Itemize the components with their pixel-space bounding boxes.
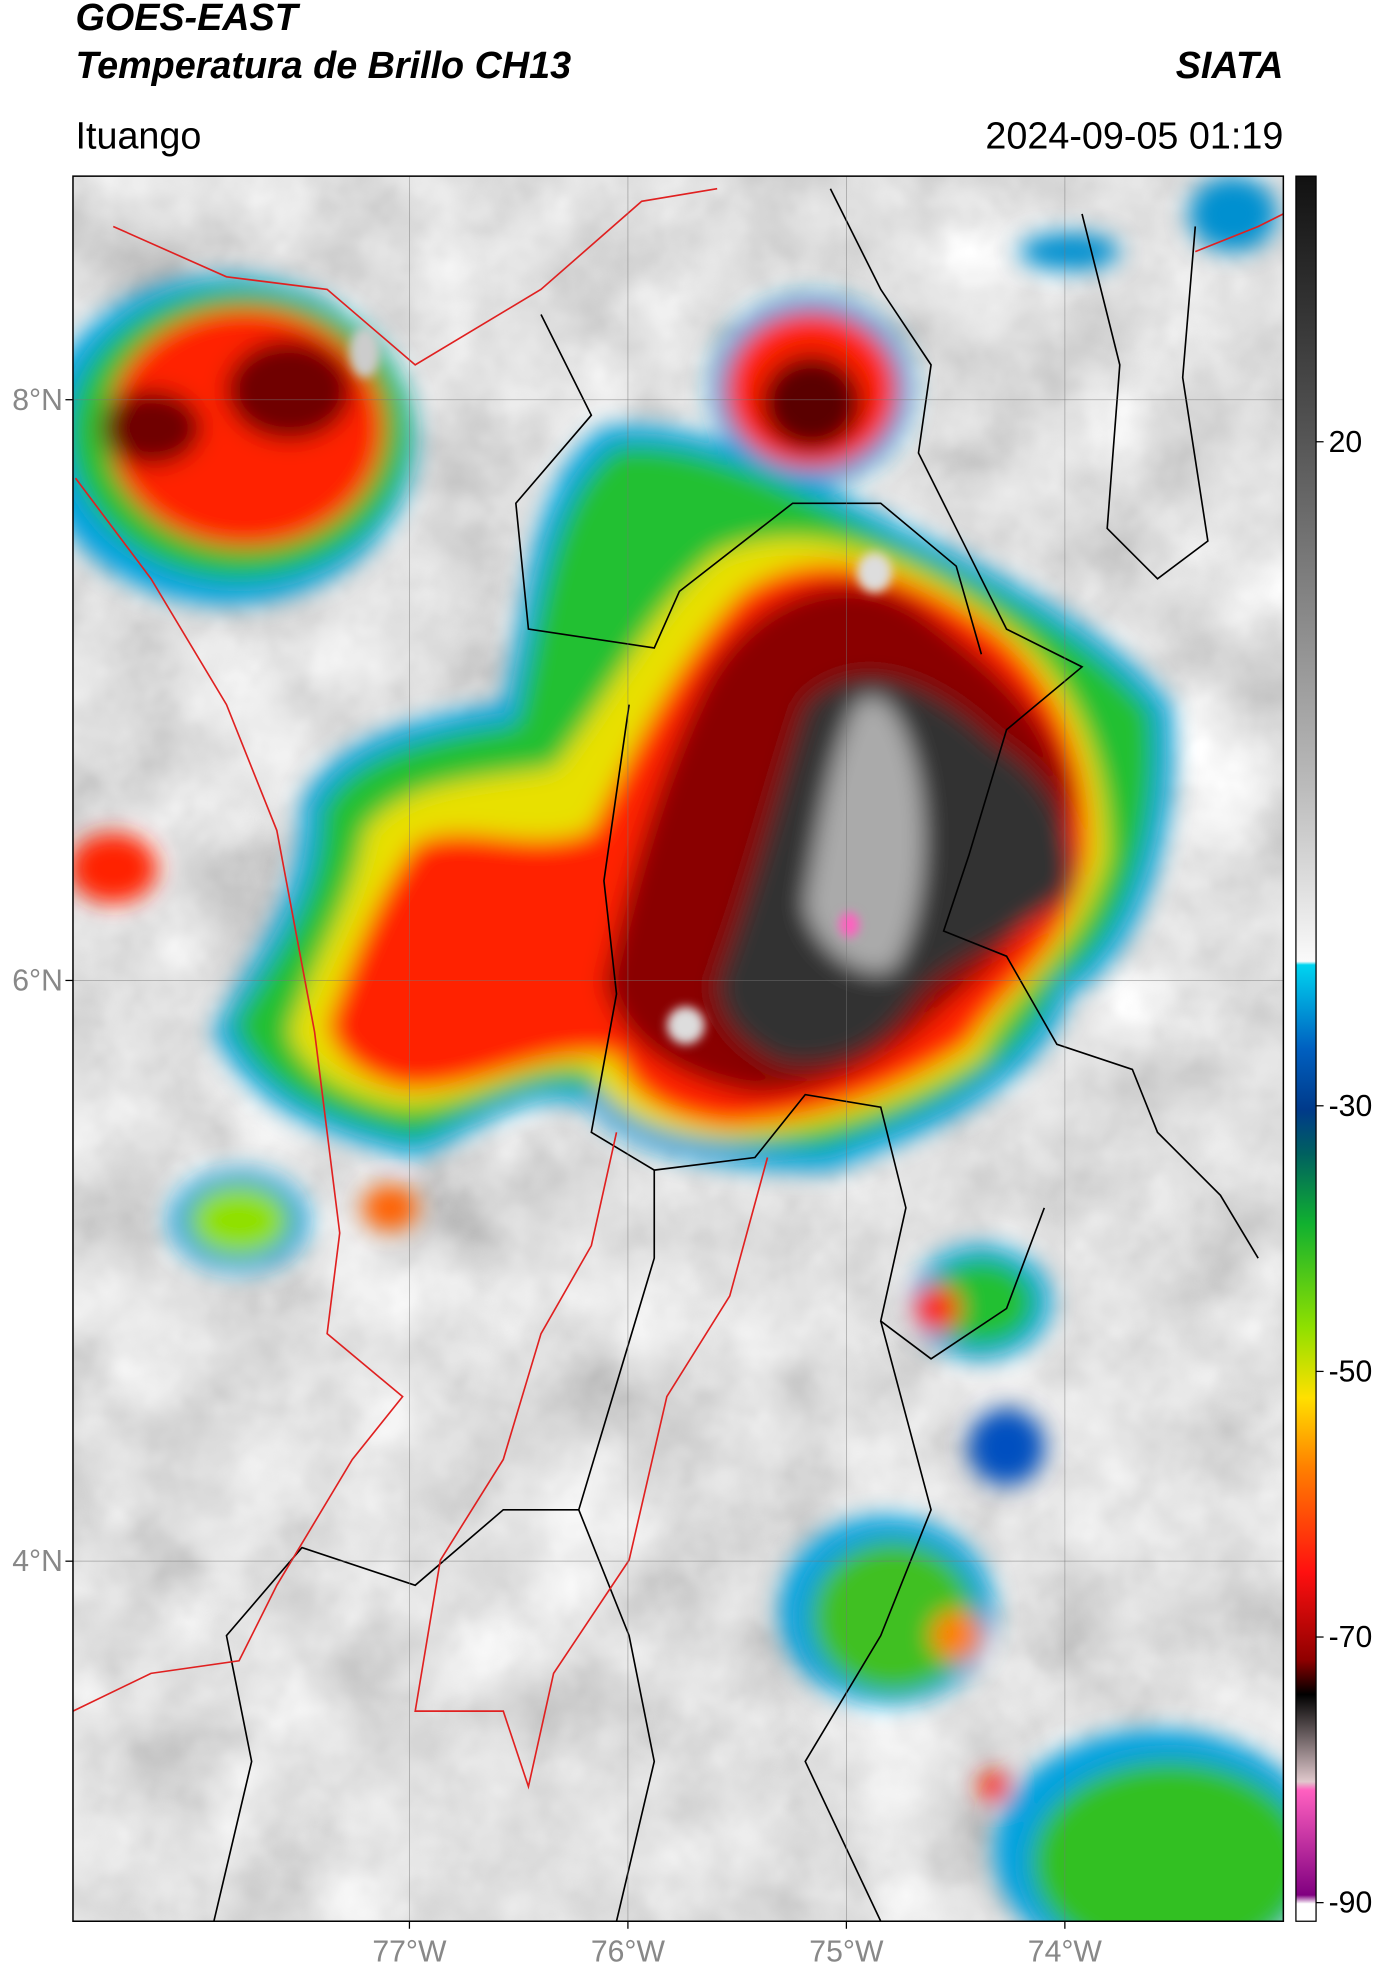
- product: Temperatura de Brillo CH13: [75, 44, 571, 86]
- colorbar-tick-label: -50: [1329, 1355, 1373, 1388]
- colorbar-tick-label: 20: [1329, 426, 1363, 459]
- lat-tick-label: 6°N: [12, 965, 63, 998]
- colorbar: [1295, 175, 1317, 1922]
- map: [72, 176, 1284, 1922]
- storm-cores: [349, 327, 893, 1045]
- storms: [72, 176, 1284, 1922]
- colorbar-tick-label: -30: [1329, 1090, 1373, 1123]
- datetime: 2024-09-05 01:19: [985, 114, 1283, 156]
- colorbar-tick-label: -90: [1329, 1887, 1373, 1920]
- location: Ituango: [75, 114, 201, 156]
- map-frame: [72, 175, 1285, 1922]
- lat-tick-label: 4°N: [12, 1545, 63, 1578]
- lat-tick-label: 8°N: [12, 384, 63, 417]
- graticule: [72, 176, 1284, 1922]
- colorbar-tick-label: -70: [1329, 1621, 1373, 1654]
- borders: [213, 188, 1259, 1922]
- lon-tick-label: 77°W: [372, 1935, 447, 1968]
- lon-tick-label: 74°W: [1028, 1935, 1103, 1968]
- lon-tick-label: 75°W: [809, 1935, 884, 1968]
- satellite: GOES-EAST: [75, 0, 300, 38]
- lon-tick-label: 76°W: [591, 1935, 666, 1968]
- agency: SIATA: [1176, 44, 1284, 86]
- coast-lines: [72, 187, 1284, 1790]
